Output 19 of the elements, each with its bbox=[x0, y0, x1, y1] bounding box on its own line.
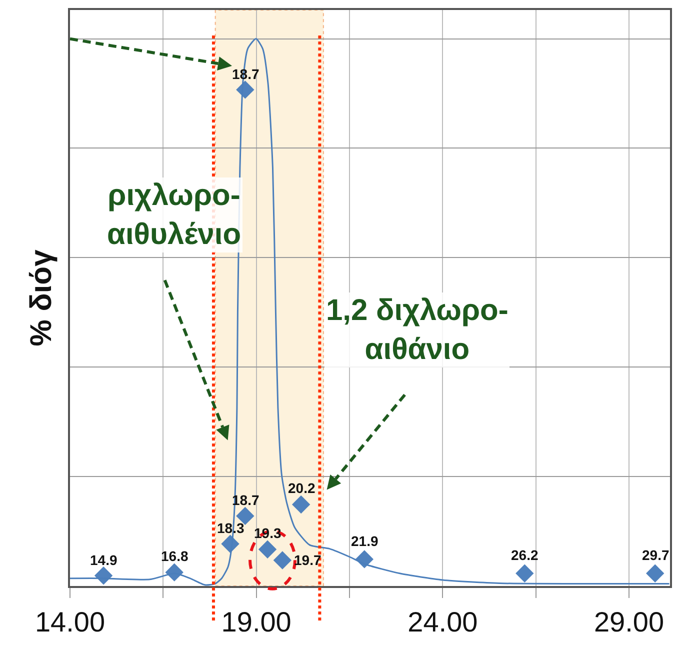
annotation: 21.9 bbox=[351, 533, 378, 549]
point bbox=[355, 550, 374, 568]
point bbox=[273, 551, 292, 570]
point bbox=[646, 564, 664, 583]
annotation: 20.2 bbox=[288, 480, 316, 496]
y-axis-title: % διόγ bbox=[24, 249, 58, 346]
annotation: 29.7 bbox=[642, 547, 670, 563]
x-tick-label: 14.00 bbox=[34, 606, 106, 638]
point bbox=[258, 540, 277, 558]
annotation: 14.9 bbox=[90, 552, 118, 568]
x-tick-label: 19.00 bbox=[221, 606, 292, 638]
annotation: ριχλωρο- αιθυλένιο bbox=[107, 179, 242, 251]
annotation: 26.2 bbox=[511, 547, 538, 563]
x-tick-label: 29.00 bbox=[594, 606, 664, 638]
point bbox=[516, 564, 534, 583]
x-tick-label: 24.00 bbox=[408, 606, 478, 638]
annotation: 1,2 διχλωρο- αιθάνιο bbox=[326, 294, 508, 366]
point bbox=[292, 495, 310, 514]
annotation: 16.8 bbox=[161, 548, 188, 564]
